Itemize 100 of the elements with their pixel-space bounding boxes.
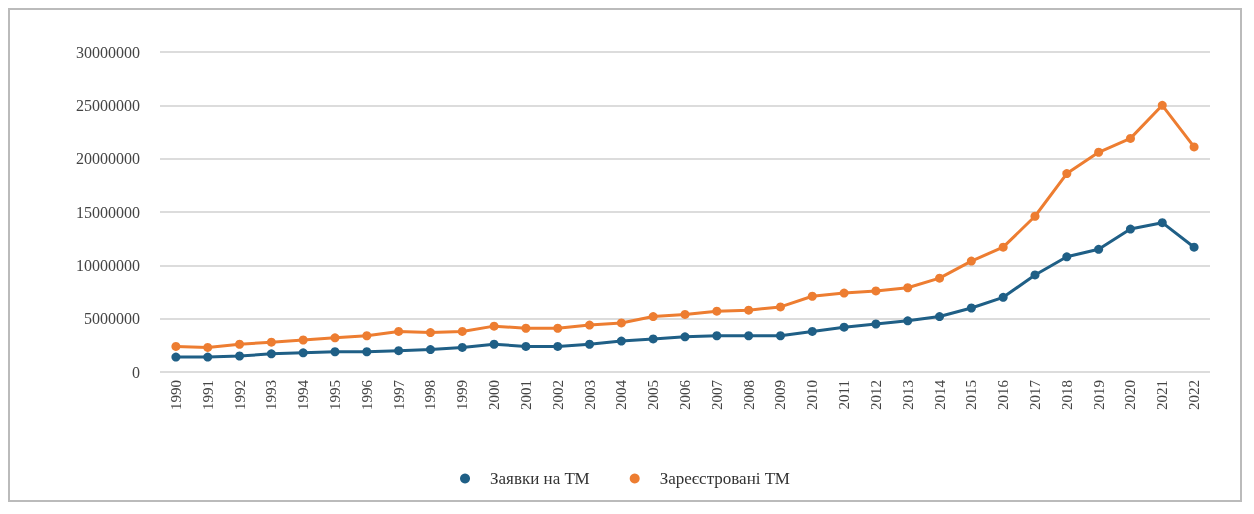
x-tick-label: 2004 [613, 379, 630, 410]
point [871, 286, 881, 296]
point [298, 335, 308, 345]
point [903, 283, 913, 293]
point [807, 326, 817, 336]
x-tick-label: 2022 [1186, 380, 1203, 410]
x-tick-label: 2018 [1058, 380, 1075, 410]
x-tick-label: 2005 [645, 380, 662, 410]
point [362, 331, 372, 341]
point [966, 303, 976, 313]
x-tick-label: 2000 [486, 380, 503, 410]
point [1030, 211, 1040, 221]
point [1157, 100, 1167, 110]
point [775, 302, 785, 312]
point [1094, 244, 1104, 254]
point [871, 319, 881, 329]
y-tick-label: 20000000 [76, 150, 140, 168]
point [203, 342, 213, 352]
x-tick-label: 2001 [517, 380, 534, 410]
point [680, 309, 690, 319]
point [489, 339, 499, 349]
point [266, 337, 276, 347]
x-tick-label: 2010 [804, 380, 821, 410]
x-tick-label: 2006 [677, 379, 693, 410]
legend-label: Зареєстровані ТМ [659, 469, 790, 488]
point [966, 256, 976, 266]
x-tick-label: 1993 [263, 380, 280, 410]
point [171, 352, 181, 362]
point [457, 342, 467, 352]
point [298, 348, 308, 358]
point [521, 341, 531, 351]
point [1062, 169, 1072, 179]
point [648, 334, 658, 344]
y-tick-label: 15000000 [76, 203, 140, 221]
point [839, 322, 849, 332]
y-tick-label: 10000000 [76, 256, 140, 274]
x-tick-label: 1992 [231, 380, 248, 410]
point [680, 332, 690, 342]
point [616, 336, 626, 346]
point [235, 351, 245, 361]
point [585, 339, 595, 349]
x-tick-label: 2013 [899, 380, 916, 410]
point [521, 323, 531, 333]
x-tick-label: 2002 [549, 380, 566, 410]
x-tick-label: 2021 [1154, 380, 1171, 410]
point [998, 292, 1008, 302]
x-tick-label: 1996 [358, 379, 375, 410]
y-tick-label: 25000000 [76, 96, 140, 114]
point [266, 349, 276, 359]
point [935, 273, 945, 283]
x-tick-label: 2015 [963, 380, 980, 410]
point [457, 326, 467, 336]
point [744, 331, 754, 341]
legend-label: Заявки на ТМ [490, 469, 590, 488]
point [998, 242, 1008, 252]
point [1094, 147, 1104, 157]
x-tick-label: 2016 [995, 379, 1012, 410]
y-tick-label: 0 [132, 363, 140, 381]
x-tick-label: 1995 [327, 380, 343, 410]
point [903, 316, 913, 326]
point [1125, 224, 1135, 234]
point [1189, 142, 1199, 152]
point [585, 320, 595, 330]
point [744, 305, 754, 315]
point [648, 312, 658, 322]
point [203, 352, 213, 362]
x-tick-label: 2003 [581, 380, 598, 410]
x-tick-label: 2009 [772, 380, 789, 410]
x-tick-label: 2012 [867, 380, 884, 410]
point [489, 321, 499, 331]
point [807, 291, 817, 301]
x-tick-label: 1997 [390, 379, 407, 410]
x-tick-label: 2017 [1027, 379, 1043, 410]
point [1062, 252, 1072, 262]
x-tick-label: 2008 [740, 380, 757, 410]
point [362, 347, 372, 357]
point [1189, 242, 1199, 252]
point [935, 312, 945, 322]
point [330, 347, 340, 357]
point [171, 341, 181, 351]
x-tick-label: 1991 [199, 380, 216, 410]
point [775, 331, 785, 341]
x-tick-label: 2007 [708, 379, 725, 410]
x-tick-label: 2020 [1122, 380, 1139, 410]
x-tick-label: 2019 [1090, 380, 1107, 410]
point [1125, 133, 1135, 143]
point [712, 331, 722, 341]
point [235, 339, 245, 349]
point [330, 333, 340, 343]
x-tick-label: 1990 [167, 380, 184, 410]
point [839, 288, 849, 298]
point [394, 326, 404, 336]
y-tick-label: 30000000 [76, 43, 140, 61]
point [425, 345, 435, 355]
point [553, 341, 563, 351]
point [553, 323, 563, 333]
x-tick-label: 2011 [836, 380, 853, 410]
x-tick-label: 1999 [454, 380, 471, 410]
point [1157, 218, 1167, 228]
x-tick-label: 1998 [422, 380, 439, 410]
